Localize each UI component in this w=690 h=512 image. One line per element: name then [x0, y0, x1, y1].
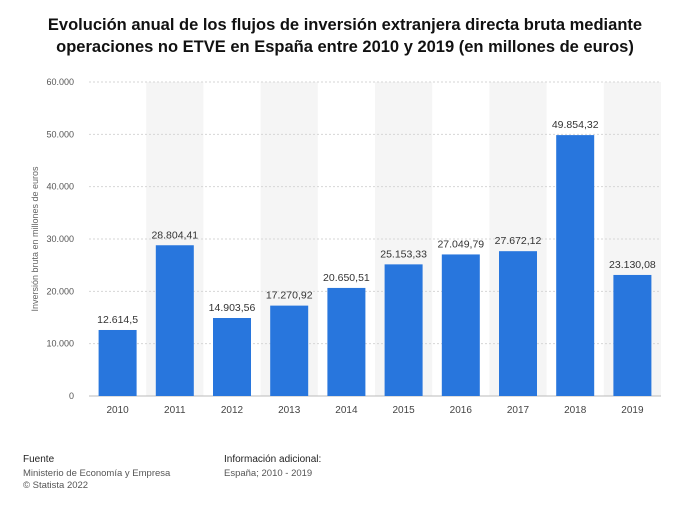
value-label: 27.672,12	[495, 235, 542, 247]
y-tick-label: 30.000	[46, 234, 74, 244]
value-label: 17.270,92	[266, 290, 313, 302]
x-tick-label: 2013	[278, 405, 301, 416]
x-tick-label: 2014	[335, 405, 358, 416]
x-tick-label: 2019	[621, 405, 644, 416]
value-label: 28.804,41	[151, 229, 198, 241]
bar-2011	[155, 245, 194, 396]
additional-info-line: España; 2010 - 2019	[224, 468, 313, 479]
value-label: 49.854,32	[552, 119, 599, 131]
bar-2014	[327, 287, 366, 396]
value-label: 20.650,51	[323, 272, 370, 284]
y-tick-label: 0	[69, 391, 74, 401]
value-label: 23.130,08	[609, 259, 656, 271]
bar-2017	[499, 251, 537, 396]
y-tick-label: 20.000	[46, 286, 74, 296]
source-block: Fuente Ministerio de Economía y Empresa …	[23, 454, 170, 492]
x-tick-label: 2016	[450, 405, 473, 416]
bar-2018	[556, 135, 595, 397]
additional-info-block: Información adicional: España; 2010 - 20…	[224, 454, 321, 480]
y-axis-label: Inversión bruta en millones de euros	[30, 166, 40, 312]
x-tick-label: 2011	[164, 405, 186, 416]
data-labels: 12.614,5 28.804,41 14.903,56 17.270,92 20.65…	[97, 119, 656, 326]
bar-2015	[384, 264, 423, 396]
value-label: 12.614,5	[97, 314, 138, 326]
bar-2016	[441, 254, 480, 396]
source-heading: Fuente	[23, 454, 55, 465]
value-label: 14.903,56	[209, 302, 256, 314]
x-axis-ticks: 2010 2011 2012 2013 2014 2015 2016 2017 2018 2019	[106, 405, 643, 416]
y-tick-label: 10.000	[46, 339, 74, 349]
x-tick-label: 2017	[507, 405, 530, 416]
y-axis-ticks: 0 10.000 20.000 30.000 40.000 50.000 60.000	[46, 77, 74, 401]
bars	[98, 135, 652, 397]
copyright-line: © Statista 2022	[23, 480, 89, 491]
x-tick-label: 2010	[106, 405, 129, 416]
bar-2013	[270, 305, 309, 396]
x-tick-label: 2018	[564, 405, 587, 416]
y-tick-label: 50.000	[46, 129, 74, 139]
y-tick-label: 60.000	[46, 77, 74, 87]
y-tick-label: 40.000	[46, 182, 74, 192]
bar-2019	[613, 274, 652, 396]
source-line: Ministerio de Economía y Empresa	[23, 468, 171, 479]
bar-2012	[213, 318, 251, 396]
additional-info-heading: Información adicional:	[224, 454, 322, 465]
value-label: 25.153,33	[380, 248, 427, 260]
x-tick-label: 2015	[392, 405, 415, 416]
bar-2010	[98, 329, 137, 396]
chart-title: Evolución anual de los flujos de inversi…	[47, 16, 643, 56]
x-tick-label: 2012	[221, 405, 244, 416]
value-label: 27.049,79	[437, 238, 484, 250]
